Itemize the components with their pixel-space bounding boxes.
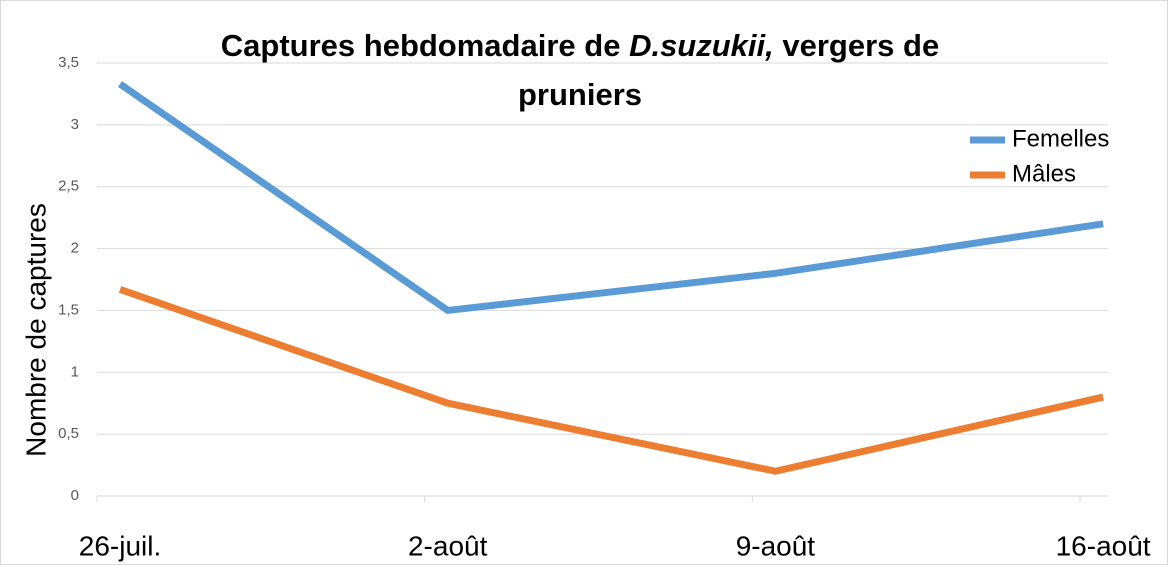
- title-part: vergers de: [774, 28, 939, 63]
- y-tick-label: 0,5: [58, 425, 79, 442]
- y-tick-label: 3: [71, 116, 79, 133]
- title-part: D.suzukii,: [629, 28, 774, 63]
- chart-title: pruniers: [518, 77, 642, 112]
- x-tick-label: 16-août: [1056, 530, 1151, 561]
- line-series: [118, 81, 1104, 314]
- x-tick-label: 9-août: [736, 530, 816, 561]
- y-tick-label: 1: [71, 363, 79, 380]
- y-tick-label: 0: [71, 487, 79, 504]
- title-part: Captures hebdomadaire de: [221, 28, 629, 63]
- legend-label: Mâles: [1012, 160, 1076, 187]
- y-axis-title: Nombre de captures: [20, 203, 51, 457]
- line-series: [118, 286, 1104, 475]
- x-tick-label: 26-juil.: [79, 530, 161, 561]
- legend-label: Femelles: [1012, 125, 1109, 152]
- y-tick-label: 1,5: [58, 301, 79, 318]
- y-tick-label: 2,5: [58, 178, 79, 195]
- chart-title: Captures hebdomadaire de D.suzukii, verg…: [221, 28, 939, 63]
- y-tick-label: 3,5: [58, 54, 79, 71]
- y-tick-label: 2: [71, 240, 79, 257]
- x-tick-label: 2-août: [408, 530, 488, 561]
